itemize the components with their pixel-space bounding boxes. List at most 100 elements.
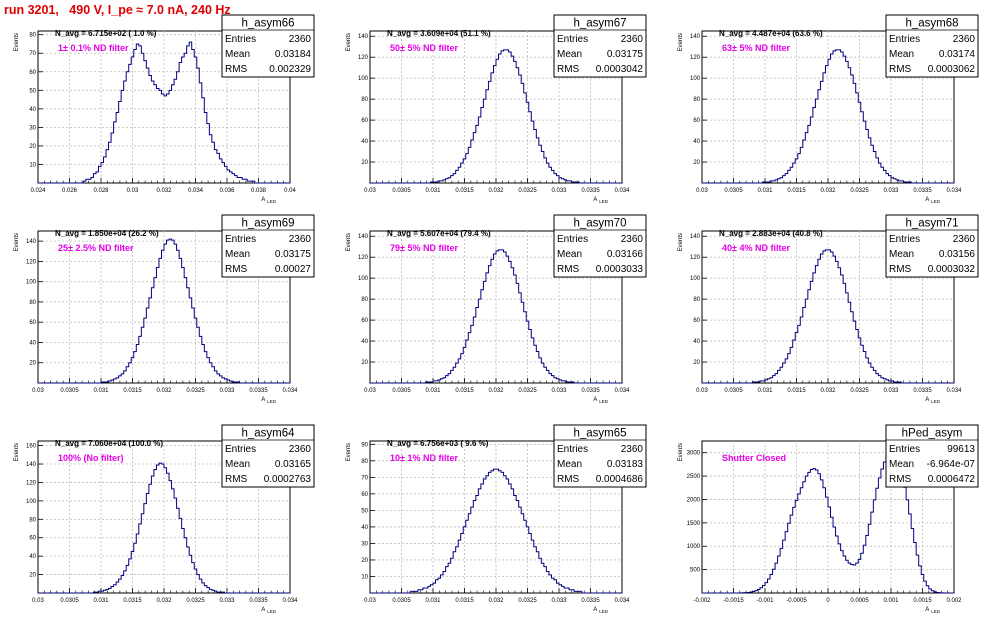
y-axis-label: Events [346,33,352,51]
histogram-name: hPed_asym [902,428,963,440]
stats-value-rms: 0.0006472 [928,474,976,485]
y-tick-label: 500 [690,568,701,574]
x-tick-label: 0.0315 [455,598,474,604]
stats-label-entries: Entries [889,34,920,45]
stats-box: h_asym68 Entries 2360 Mean 0.03174 RMS 0.00030… [885,14,979,78]
x-tick-label: 0.032 [156,388,172,394]
y-tick-label: 100 [26,499,37,505]
stats-box-frame [221,14,315,78]
stats-label-rms: RMS [557,264,580,275]
x-axis-label: A LED [593,197,609,204]
stats-label-mean: Mean [889,249,914,260]
y-tick-label: 140 [358,34,369,40]
x-tick-label: 0.0325 [850,388,869,394]
x-tick-label: 0.0315 [123,388,142,394]
y-axis-label: Events [678,33,684,51]
y-tick-label: 20 [361,360,368,366]
x-axis-label: A LED [593,397,609,404]
x-tick-label: 0.0305 [392,188,411,194]
stats-value-mean: 0.03166 [607,249,644,260]
stats-box-frame [553,14,647,78]
y-axis-label: Events [14,233,20,251]
x-tick-label: 0.031 [757,188,773,194]
x-tick-label: 0.031 [757,388,773,394]
x-axis-label: A LED [925,607,941,614]
filter-annotation: 10± 1% ND filter [390,453,458,463]
y-tick-label: 40 [361,339,368,345]
y-tick-label: 140 [26,462,37,468]
y-tick-label: 20 [693,160,700,166]
x-axis-label-main: A [593,197,597,203]
y-axis-label: Events [14,443,20,461]
stats-label-rms: RMS [225,64,248,75]
stats-value-rms: 0.0004686 [596,474,644,485]
x-tick-label: 0.0015 [913,598,932,604]
histogram-name: h_asym70 [573,218,626,230]
y-tick-label: 60 [693,118,700,124]
y-tick-label: 50 [29,88,36,94]
x-tick-label: 0.03 [696,188,708,194]
x-tick-label: 0.0335 [249,598,268,604]
x-tick-label: 0.0335 [913,188,932,194]
y-tick-label: 20 [693,360,700,366]
stats-label-mean: Mean [557,249,582,260]
x-tick-label: 0.028 [93,188,109,194]
stats-value-entries: 99613 [947,444,975,455]
x-tick-label: 0.0325 [518,188,537,194]
stats-label-entries: Entries [225,34,256,45]
x-tick-label: 0.032 [820,188,836,194]
x-tick-label: 0.0325 [518,598,537,604]
x-tick-label: 0.0335 [913,388,932,394]
stats-value-entries: 2360 [953,34,976,45]
y-tick-label: 120 [26,259,37,265]
histogram-series [370,249,622,384]
stats-value-mean: 0.03184 [275,49,312,60]
x-tick-label: 0.034 [188,188,204,194]
stats-label-entries: Entries [557,444,588,455]
x-axis-label: A LED [925,397,941,404]
x-axis-label-subscript: LED [599,609,609,614]
stats-label-mean: Mean [889,49,914,60]
y-tick-label: 160 [26,444,37,450]
stats-label-rms: RMS [557,64,580,75]
y-tick-label: 90 [361,442,368,448]
stats-value-entries: 2360 [289,444,312,455]
stats-value-rms: 0.0003033 [596,264,644,275]
x-tick-label: 0.032 [156,188,172,194]
stats-box-frame [885,424,979,488]
x-axis-label-main: A [593,397,597,403]
x-tick-label: 0.032 [488,598,504,604]
run-title: run 3201, 490 V, I_pe ≈ 7.0 nA, 240 Hz [4,3,231,17]
x-tick-label: 0.034 [946,388,962,394]
y-tick-label: 3000 [687,451,701,457]
x-axis-label-subscript: LED [267,609,277,614]
stats-box-frame [221,214,315,278]
stats-box-frame [885,214,979,278]
navg-label: N_avg = 5.607e+04 (79.4 %) [387,229,491,238]
filter-annotation: 1± 0.1% ND filter [58,43,129,53]
histogram-panel-h_asym66: 0.024 0.026 0.028 0.03 0.032 0.034 0.036 0.038 0… [14,14,315,204]
x-axis-label: A LED [261,397,277,404]
histogram-series [38,462,290,594]
x-axis-label: A LED [925,197,941,204]
stats-value-entries: 2360 [621,444,644,455]
stats-box: hPed_asym Entries 99613 Mean -6.964e-07 RMS 0.… [885,424,979,488]
x-axis-label: A LED [261,607,277,614]
stats-value-rms: 0.002329 [269,64,311,75]
y-tick-label: 40 [693,139,700,145]
histogram-series [370,468,622,594]
stats-value-rms: 0.0002763 [264,474,312,485]
y-tick-label: 120 [358,55,369,61]
histogram-panel-hPed_asym: -0.002 -0.0015 -0.001 -0.0005 0 0.0005 0.001 0.… [678,424,979,614]
x-tick-label: 0.0305 [392,388,411,394]
filter-annotation: 50± 5% ND filter [390,43,458,53]
stats-value-rms: 0.0003062 [928,64,976,75]
x-tick-label: 0.0325 [186,598,205,604]
x-tick-label: -0.0005 [786,598,807,604]
x-tick-label: 0.0315 [787,188,806,194]
stats-label-mean: Mean [225,49,250,60]
stats-label-rms: RMS [225,474,248,485]
x-tick-label: 0.032 [488,188,504,194]
x-tick-label: 0.0315 [787,388,806,394]
y-tick-label: 20 [29,573,36,579]
